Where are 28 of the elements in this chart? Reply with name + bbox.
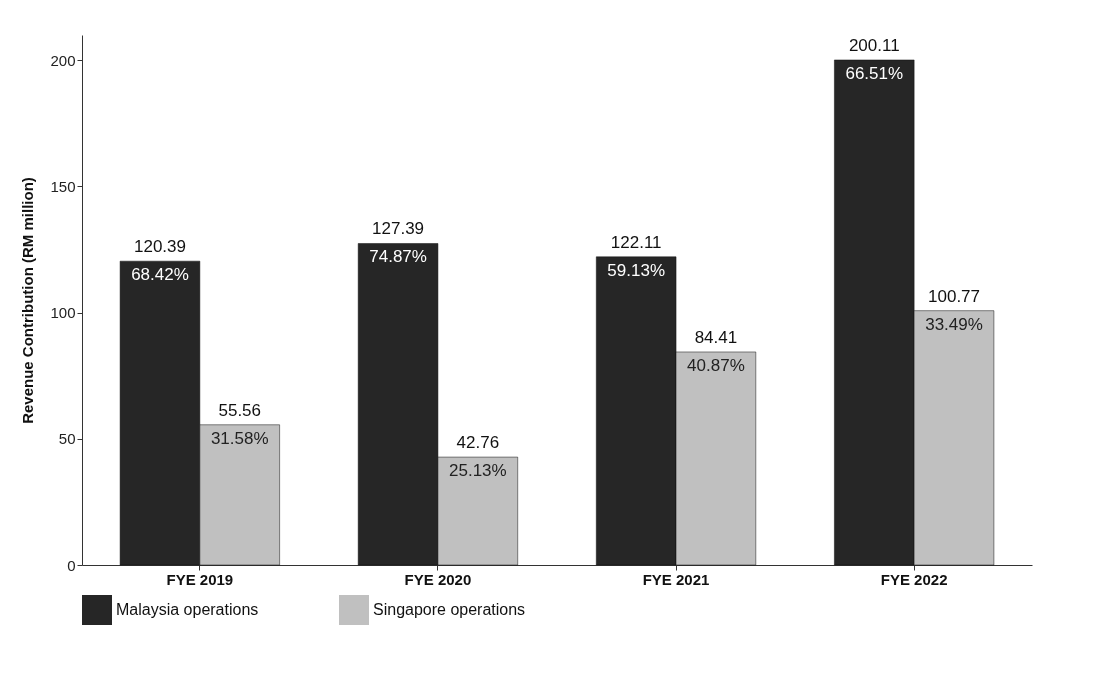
y-tick-label: 50: [58, 430, 76, 448]
annotation: 59.13%: [607, 260, 665, 280]
y-tick-label: 200: [50, 51, 76, 69]
annotation: 31.58%: [210, 428, 269, 448]
x-tick-label: FYE 2020: [404, 570, 472, 588]
x-tick-label: FYE 2021: [642, 570, 710, 588]
annotation: 40.87%: [687, 355, 745, 375]
data-label: 120.39: [133, 237, 186, 257]
x-tick-label: FYE 2019: [166, 570, 234, 588]
data-label: 200.11: [848, 35, 900, 55]
annotation: 33.49%: [925, 314, 983, 334]
annotation: 25.13%: [449, 461, 507, 481]
data-label: 55.56: [218, 400, 262, 420]
legend-label: Singapore operations: [373, 601, 526, 618]
data-label: 127.39: [372, 219, 425, 239]
data-label: 42.76: [456, 433, 500, 453]
y-tick-label: 0: [67, 556, 76, 574]
annotation: 68.42%: [131, 265, 189, 285]
data-label: 122.11: [610, 232, 662, 252]
annotation: 66.51%: [845, 63, 904, 83]
x-tick-label: FYE 2022: [880, 570, 948, 588]
data-label: 100.77: [928, 286, 981, 306]
legend-label: Malaysia operations: [116, 601, 259, 618]
y-tick-label: 100: [50, 304, 76, 322]
y-tick-label: 150: [50, 177, 76, 195]
y-axis-title: Revenue Contribution (RM million): [19, 177, 37, 424]
annotation: 74.87%: [369, 247, 427, 267]
data-label: 84.41: [694, 327, 738, 347]
